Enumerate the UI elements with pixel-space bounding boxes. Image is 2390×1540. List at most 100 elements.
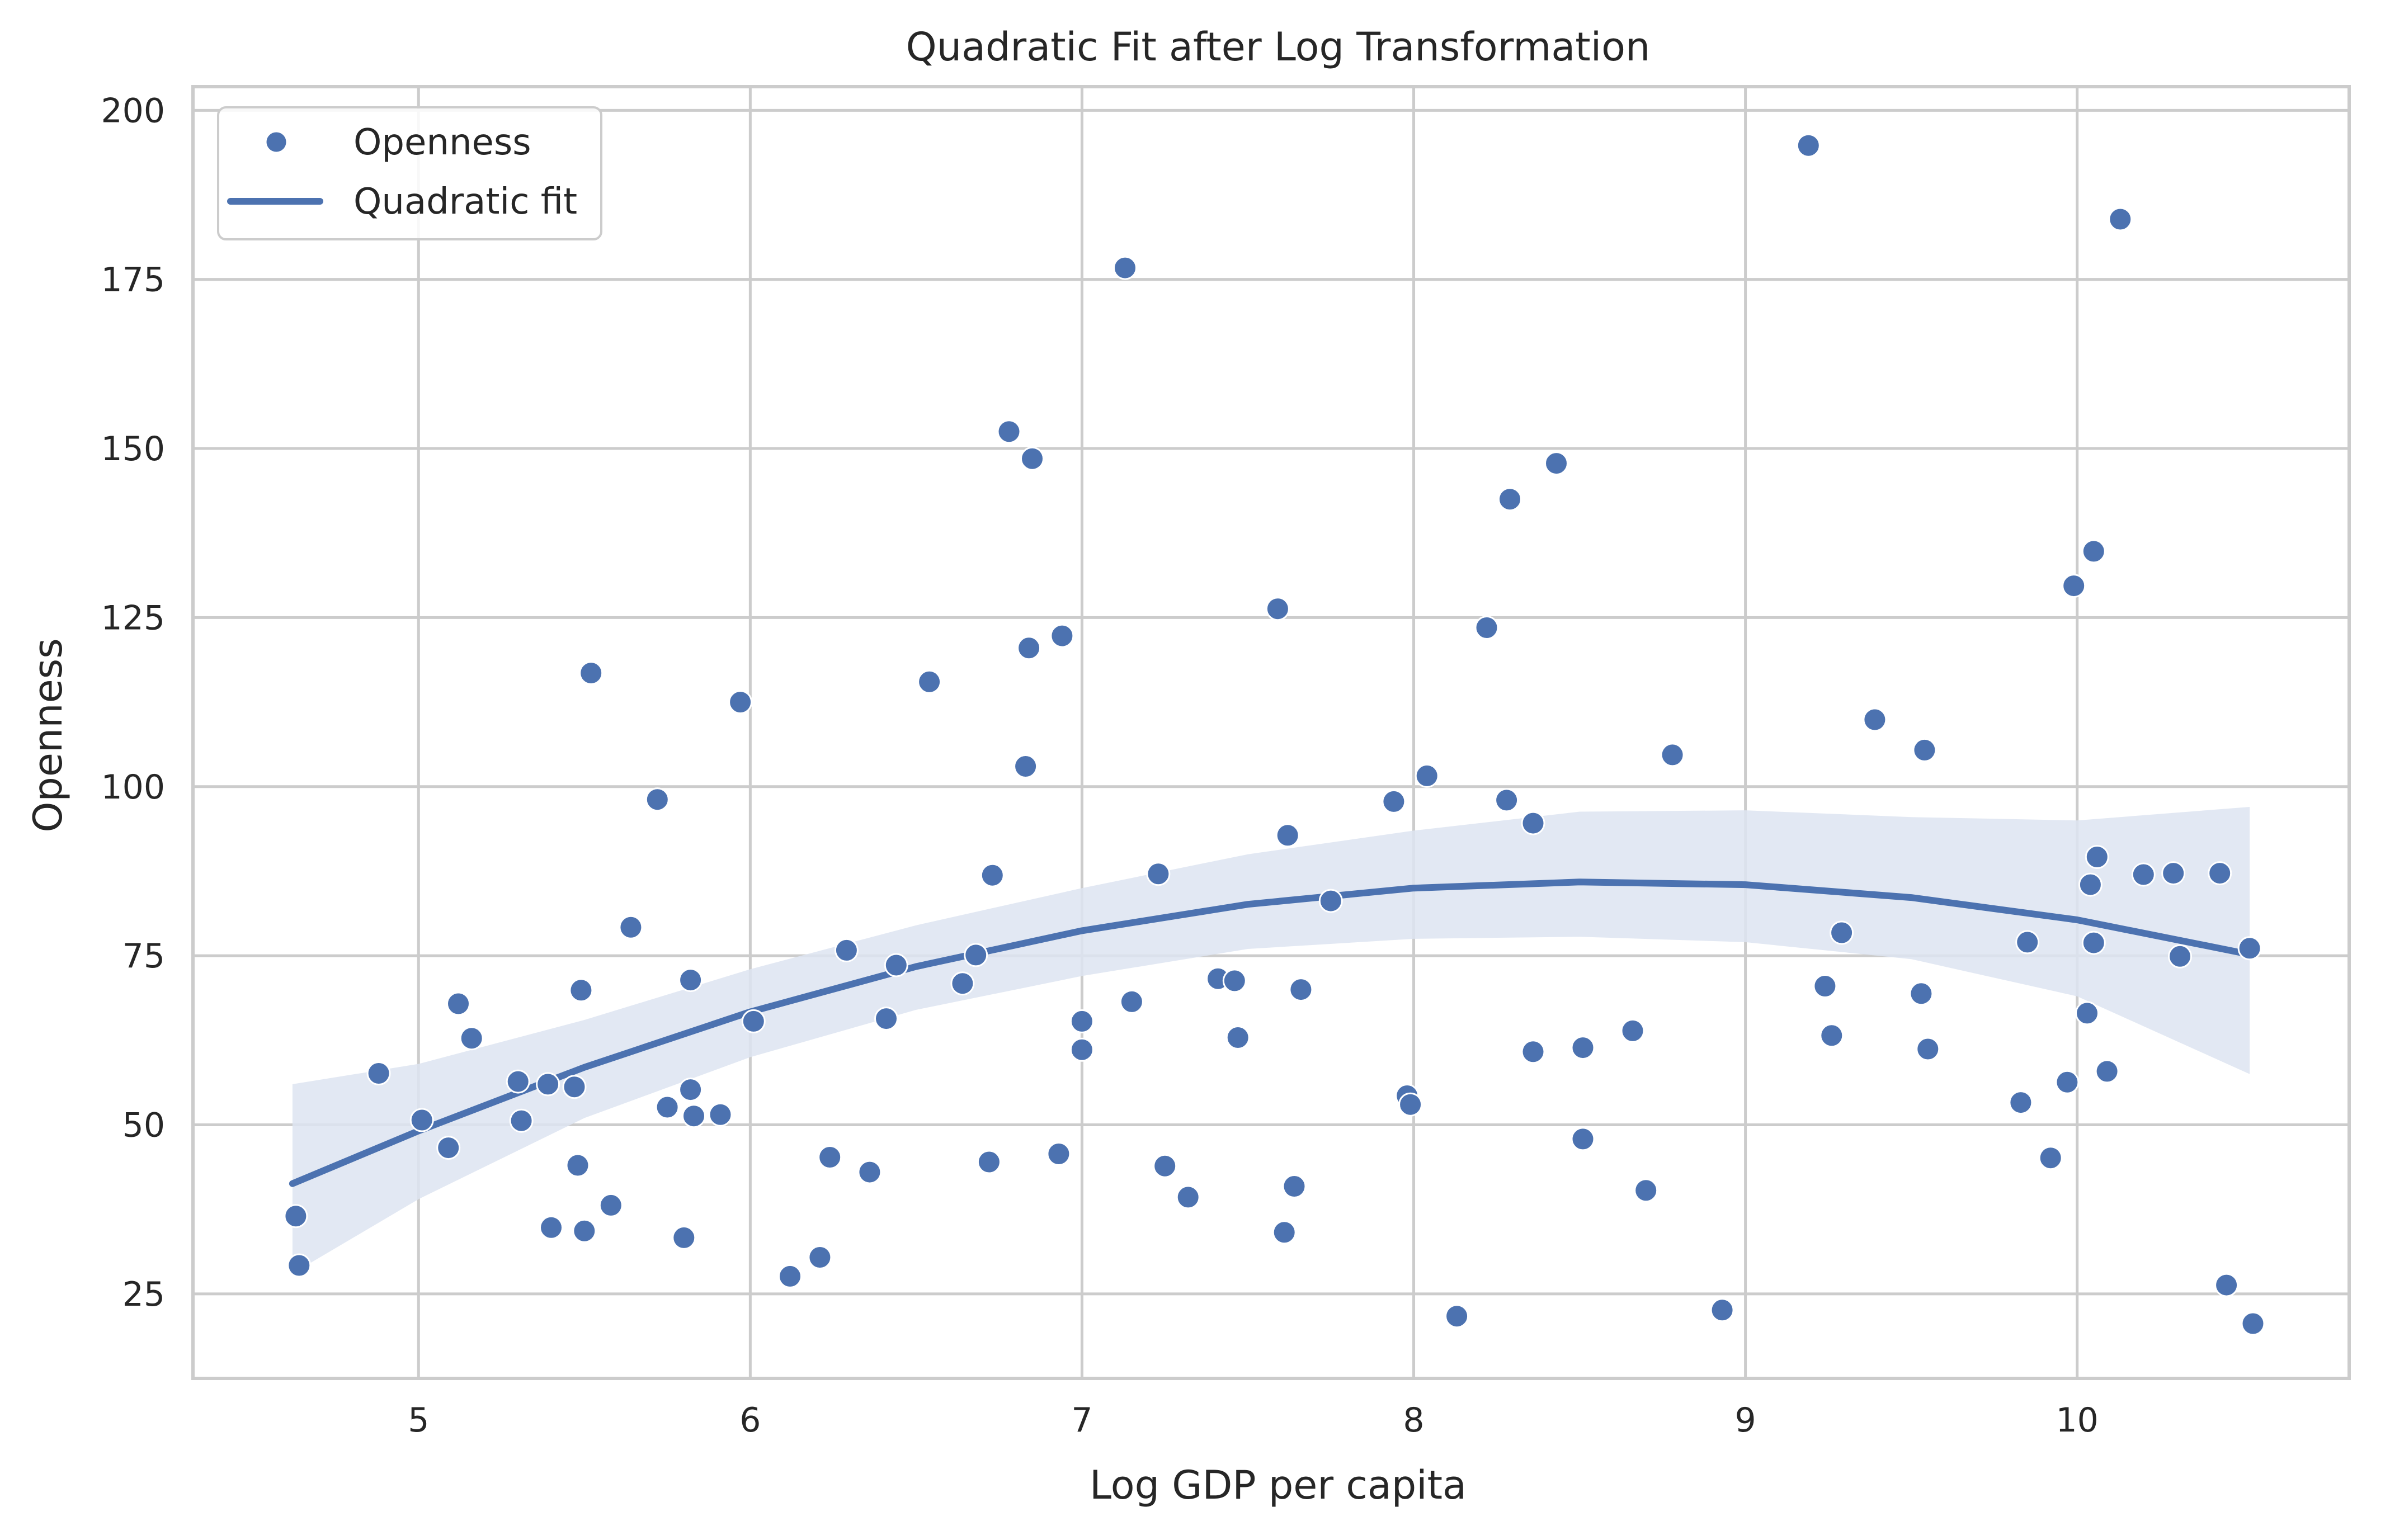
- scatter-point: [2085, 845, 2109, 869]
- scatter-point: [1382, 789, 1406, 814]
- scatter-point: [1660, 743, 1685, 767]
- scatter-point: [1912, 738, 1937, 762]
- y-tick-label: 150: [101, 429, 165, 469]
- y-tick-labels: 25 50 75 100 125 150 175 200: [101, 91, 165, 1314]
- y-tick-label: 200: [101, 91, 165, 130]
- legend-label-openness: Openness: [353, 122, 531, 163]
- scatter-point: [2015, 930, 2040, 955]
- quadratic-fit-line: [289, 878, 2254, 1187]
- scatter-point: [1398, 1092, 1423, 1117]
- scatter-point: [2208, 861, 2232, 886]
- x-tick-label: 6: [739, 1401, 761, 1440]
- fit-line-layer: [289, 878, 2254, 1187]
- scatter-point: [678, 1078, 703, 1102]
- scatter-point: [1146, 862, 1171, 886]
- scatter-point: [1521, 1040, 1545, 1064]
- x-tick-label: 5: [408, 1401, 429, 1440]
- y-tick-label: 50: [122, 1106, 165, 1145]
- scatter-point: [1017, 636, 1041, 660]
- scatter-point: [728, 690, 753, 715]
- scatter-point: [997, 419, 1021, 444]
- scatter-point: [1710, 1298, 1734, 1322]
- scatter-point: [1265, 597, 1290, 621]
- scatter-point: [1318, 889, 1343, 913]
- scatter-point: [977, 1150, 1001, 1174]
- scatter-point: [1498, 487, 1522, 512]
- scatter-point: [459, 1026, 484, 1051]
- scatter-point: [1069, 1037, 1094, 1062]
- y-tick-label: 125: [101, 598, 165, 637]
- scatter-point: [1289, 977, 1313, 1002]
- y-tick-label: 175: [101, 261, 165, 300]
- scatter-point: [2241, 1311, 2265, 1336]
- scatter-point: [509, 1108, 534, 1133]
- scatter-point: [980, 863, 1005, 887]
- scatter-point: [1916, 1037, 1940, 1061]
- y-tick-label: 100: [101, 768, 165, 807]
- legend-box: [217, 106, 602, 240]
- scatter-point: [1046, 1142, 1071, 1166]
- scatter-point: [645, 787, 670, 812]
- scatter-point: [1544, 451, 1568, 476]
- legend-scatter-marker: [265, 130, 288, 154]
- scatter-point: [857, 1160, 882, 1184]
- legend: Openness Quadratic fit: [217, 106, 602, 240]
- legend-label-quadratic-fit: Quadratic fit: [353, 181, 577, 223]
- scatter-point: [874, 1007, 898, 1031]
- scatter-point: [884, 953, 908, 977]
- scatter-point: [598, 1193, 623, 1217]
- scatter-point: [539, 1215, 563, 1240]
- scatter-point: [579, 661, 604, 686]
- scatter-points-layer: [284, 133, 2265, 1336]
- x-tick-label: 7: [1071, 1401, 1092, 1440]
- scatter-point: [1796, 133, 1821, 158]
- scatter-point: [446, 991, 470, 1016]
- scatter-point: [682, 1104, 706, 1128]
- scatter-point: [619, 915, 643, 939]
- scatter-point: [2095, 1059, 2119, 1084]
- scatter-point: [1634, 1178, 1658, 1203]
- scatter-point: [1495, 788, 1519, 812]
- scatter-point: [1474, 616, 1499, 640]
- scatter-point: [572, 1218, 597, 1243]
- scatter-point: [2062, 574, 2086, 598]
- scatter-point: [808, 1245, 832, 1269]
- confidence-band: [292, 807, 2250, 1274]
- y-tick-label: 25: [122, 1275, 165, 1314]
- x-tick-label: 10: [2056, 1401, 2098, 1440]
- plot-frame: [191, 85, 2351, 1380]
- scatter-point: [409, 1108, 434, 1132]
- scatter-point: [1176, 1185, 1200, 1210]
- scatter-point: [741, 1009, 766, 1033]
- scatter-point: [562, 1075, 587, 1099]
- scatter-point: [964, 943, 988, 967]
- scatter-point: [2108, 207, 2133, 232]
- scatter-point: [818, 1145, 842, 1169]
- scatter-point: [436, 1136, 461, 1160]
- x-tick-labels: 5 6 7 8 9 10: [408, 1401, 2099, 1440]
- scatter-point: [1521, 811, 1545, 835]
- scatter-point: [1813, 974, 1837, 998]
- scatter-point: [2009, 1090, 2033, 1115]
- scatter-point: [1153, 1154, 1177, 1178]
- chart-title: Quadratic Fit after Log Transformation: [906, 24, 1651, 70]
- scatter-point: [1819, 1023, 1844, 1048]
- scatter-point: [1571, 1036, 1595, 1060]
- y-axis-label: Openness: [25, 638, 71, 832]
- scatter-point: [1571, 1127, 1595, 1151]
- scatter-point: [569, 978, 593, 1003]
- scatter-point: [1830, 920, 1854, 945]
- scatter-point: [284, 1204, 308, 1229]
- scatter-point: [917, 669, 942, 694]
- scatter-point: [2078, 872, 2103, 897]
- scatter-point: [1415, 763, 1439, 788]
- scatter-point: [950, 971, 975, 996]
- scatter-point: [2214, 1273, 2239, 1297]
- scatter-point: [2168, 944, 2192, 969]
- confidence-band-layer: [292, 807, 2250, 1274]
- scatter-point: [708, 1102, 733, 1127]
- scatter-point: [1620, 1018, 1645, 1043]
- scatter-point: [2237, 936, 2262, 961]
